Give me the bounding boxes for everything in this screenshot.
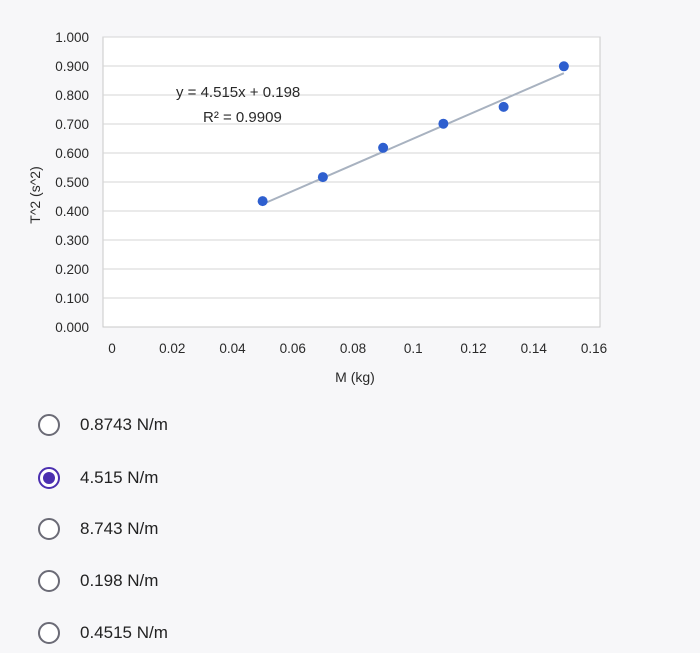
data-point: [498, 101, 509, 112]
data-points: [257, 61, 569, 207]
x-tick-label: 0.08: [340, 341, 366, 356]
x-tick-label: 0.02: [159, 341, 185, 356]
radio-button[interactable]: [38, 518, 60, 540]
y-tick-label: 1.000: [55, 30, 89, 45]
data-point: [378, 142, 389, 153]
data-point: [257, 196, 268, 207]
option-1[interactable]: 4.515 N/m: [30, 458, 410, 498]
option-0[interactable]: 0.8743 N/m: [30, 405, 410, 445]
option-4[interactable]: 0.4515 N/m: [30, 613, 410, 653]
radio-button[interactable]: [38, 414, 60, 436]
gridlines: [103, 36, 600, 299]
x-tick-label: 0.16: [581, 341, 607, 356]
y-tick-label: 0.500: [55, 175, 89, 190]
option-2[interactable]: 8.743 N/m: [30, 509, 410, 549]
y-tick-label: 0.800: [55, 88, 89, 103]
data-point: [317, 172, 328, 183]
x-tick-label: 0.12: [460, 341, 486, 356]
x-tick-label: 0.04: [219, 341, 246, 356]
y-tick-label: 0.000: [55, 320, 89, 335]
y-tick-label: 0.200: [55, 262, 89, 277]
x-tick-labels: 0 0.02 0.04 0.06 0.08 0.1 0.12 0.14 0.16: [108, 341, 607, 356]
option-label: 8.743 N/m: [80, 519, 159, 538]
r-squared-label: R² = 0.9909: [203, 109, 282, 126]
y-tick-label: 0.600: [55, 146, 89, 161]
x-tick-label: 0.14: [521, 341, 548, 356]
option-label: 0.198 N/m: [80, 571, 159, 590]
trendline-equation: y = 4.515x + 0.198: [176, 84, 300, 101]
option-label: 0.8743 N/m: [80, 415, 168, 434]
radio-button[interactable]: [38, 570, 60, 592]
y-tick-label: 0.300: [55, 233, 89, 248]
y-tick-label: 0.100: [55, 291, 89, 306]
radio-selected-dot: [43, 472, 55, 484]
y-tick-labels: 0.000 0.100 0.200 0.300 0.400 0.500 0.600 0.700…: [55, 30, 89, 335]
x-axis-title: M (kg): [335, 369, 375, 385]
x-tick-label: 0: [108, 341, 116, 356]
y-tick-label: 0.400: [55, 204, 89, 219]
data-point: [558, 61, 569, 72]
y-tick-label: 0.900: [55, 59, 89, 74]
trendline: [262, 72, 565, 206]
y-axis-title: T^2 (s^2): [27, 166, 43, 223]
y-tick-label: 0.700: [55, 117, 89, 132]
x-tick-label: 0.1: [404, 341, 423, 356]
radio-button[interactable]: [38, 622, 60, 644]
scatter-chart: 0.000 0.100 0.200 0.300 0.400 0.500 0.600 0.700…: [27, 30, 607, 385]
option-label: 0.4515 N/m: [80, 623, 168, 642]
option-3[interactable]: 0.198 N/m: [30, 561, 410, 601]
radio-button[interactable]: [38, 467, 60, 489]
data-point: [438, 118, 449, 129]
option-label: 4.515 N/m: [80, 468, 159, 487]
x-tick-label: 0.06: [280, 341, 306, 356]
